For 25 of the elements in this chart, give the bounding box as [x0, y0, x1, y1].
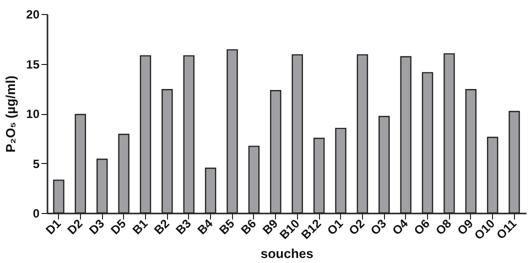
x-tick-label: B6: [238, 216, 260, 238]
x-tick-label: D2: [64, 216, 86, 238]
x-tick-label: B3: [173, 216, 194, 238]
x-tick-label: B5: [216, 216, 238, 238]
x-tick-label: O3: [368, 216, 390, 238]
x-tick-label: B2: [151, 216, 172, 238]
y-tick-label: 10: [26, 107, 40, 121]
x-tick-label: O1: [324, 216, 346, 238]
x-tick-label: O8: [432, 216, 454, 238]
x-tick-label: D5: [108, 216, 129, 238]
x-tick-label: D3: [86, 216, 108, 238]
x-tick-label: D1: [42, 216, 64, 238]
x-tick-label: O2: [346, 216, 368, 238]
y-tick-label: 20: [26, 8, 40, 22]
y-axis-title: P₂O₅ (µg/ml): [3, 75, 18, 153]
x-tick-label: B1: [130, 216, 151, 238]
x-tick-label: B9: [260, 216, 281, 238]
x-tick-label: O6: [411, 216, 433, 238]
x-tick-label: O4: [390, 216, 411, 238]
x-axis-title: souches: [260, 246, 314, 261]
y-tick-label: 0: [32, 206, 40, 220]
y-tick-label: 15: [26, 57, 40, 72]
x-tick-label: B12: [298, 216, 324, 242]
x-tick-label: B4: [194, 216, 216, 238]
y-tick-label: 5: [32, 156, 40, 171]
